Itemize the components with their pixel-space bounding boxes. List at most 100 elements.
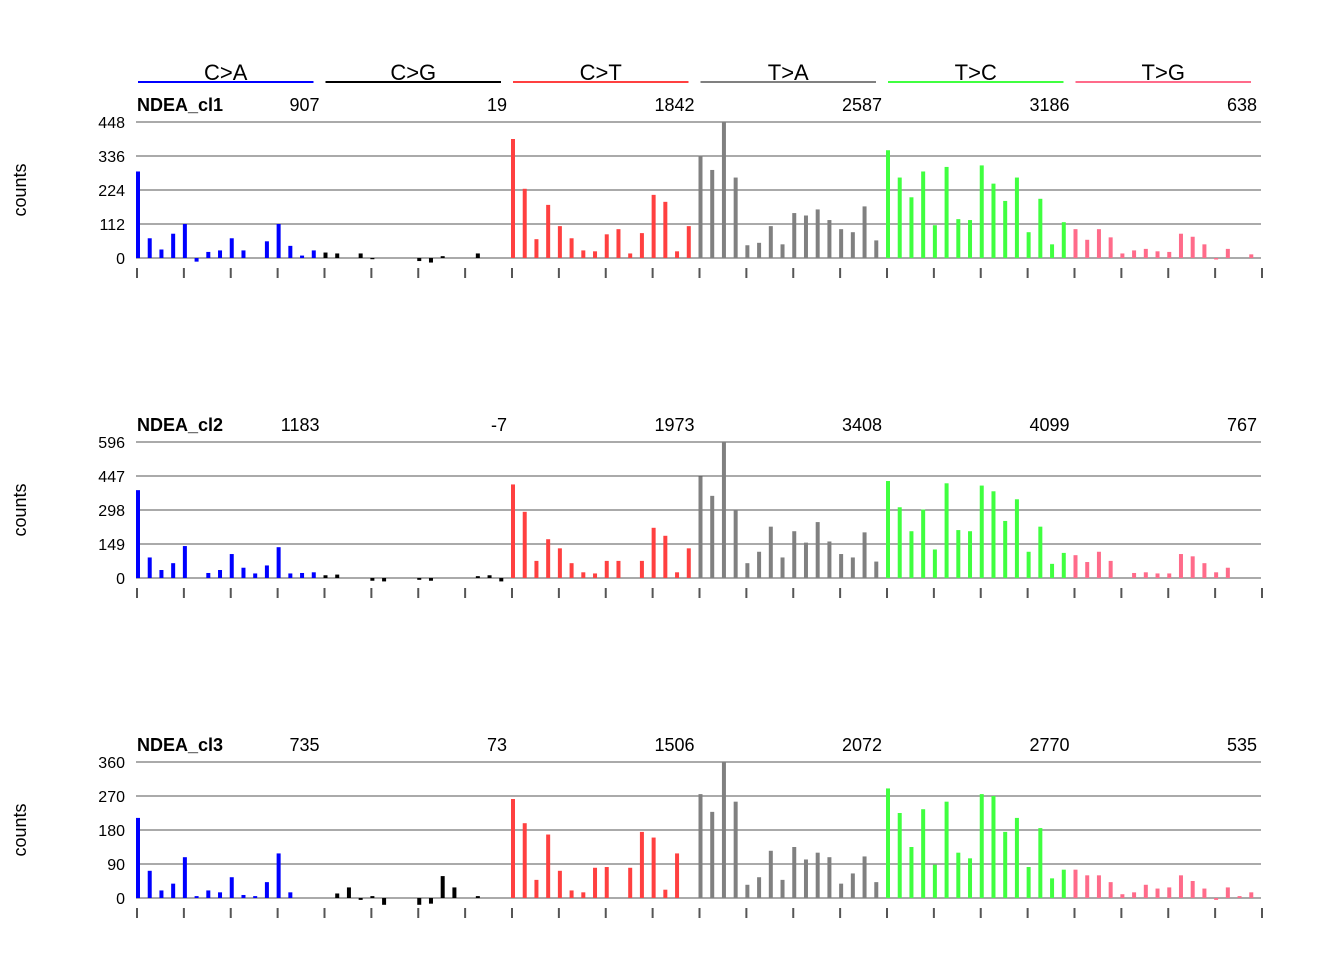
bar-t-to-c: [1014, 499, 1019, 578]
bar-c-to-a: [311, 250, 316, 258]
bar-c-to-t: [546, 834, 551, 898]
bar-t-to-g: [1132, 250, 1137, 258]
bar-t-to-g: [1214, 572, 1219, 578]
chart-panels: 0 112 224 336 448 counts NDEA_cl1 907 19 1842 2587…: [10, 95, 1263, 918]
bar-c-to-a: [264, 241, 269, 258]
bar-c-to-g: [475, 896, 480, 898]
bar-t-to-c: [956, 852, 961, 898]
y-tick-label: 596: [98, 435, 125, 452]
bar-t-to-c: [921, 171, 926, 258]
y-tick-label: 298: [98, 503, 125, 520]
bar-t-to-c: [932, 864, 937, 898]
panel-title: NDEA_cl2: [137, 415, 223, 435]
bar-c-to-t: [663, 201, 668, 258]
bar-c-to-g: [335, 253, 340, 258]
bar-t-to-g: [1143, 248, 1148, 258]
bar-t-to-c: [1050, 878, 1055, 898]
bar-c-to-t: [686, 548, 691, 578]
bar-c-to-t: [581, 250, 586, 258]
bar-t-to-g: [1202, 563, 1207, 578]
bar-c-to-g: [452, 887, 457, 898]
bar-c-to-t: [569, 890, 574, 898]
bar-c-to-g: [358, 253, 363, 258]
bar-c-to-t: [534, 239, 539, 258]
bar-c-to-a: [159, 249, 164, 258]
bar-c-to-t: [628, 867, 633, 898]
bar-t-to-g: [1132, 572, 1137, 578]
panel-title: NDEA_cl1: [137, 95, 223, 115]
bar-c-to-a: [159, 570, 164, 578]
bar-c-to-t: [651, 837, 656, 898]
bar-t-to-a: [803, 859, 808, 898]
bar-c-to-t: [569, 563, 574, 578]
y-axis-label: counts: [10, 163, 30, 216]
bar-c-to-a: [288, 892, 293, 898]
bar-t-to-g: [1085, 875, 1090, 898]
bar-t-to-g: [1073, 555, 1078, 578]
bar-t-to-c: [956, 219, 961, 258]
category-total-t-to-a: 2072: [842, 735, 882, 755]
bar-t-to-g: [1167, 887, 1172, 898]
bar-t-to-g: [1178, 554, 1183, 578]
bar-c-to-a: [194, 258, 199, 262]
bar-t-to-a: [721, 762, 726, 898]
bar-c-to-t: [675, 251, 680, 258]
header-label-c-to-t: C>T: [580, 60, 622, 85]
bar-t-to-c: [991, 796, 996, 898]
header-label-t-to-a: T>A: [768, 60, 809, 85]
bar-c-to-a: [182, 224, 187, 258]
bar-t-to-g: [1155, 251, 1160, 258]
bar-c-to-t: [604, 867, 609, 898]
bar-c-to-a: [229, 238, 234, 258]
bar-c-to-t: [593, 867, 598, 898]
bar-c-to-g: [440, 876, 445, 898]
bar-c-to-t: [593, 573, 598, 578]
bar-c-to-a: [276, 224, 281, 258]
bar-t-to-c: [909, 531, 914, 578]
bar-c-to-t: [557, 548, 562, 578]
bar-t-to-a: [839, 554, 844, 578]
bar-c-to-t: [616, 229, 621, 258]
bar-t-to-a: [862, 532, 867, 578]
bar-t-to-a: [827, 541, 832, 578]
bar-t-to-a: [780, 557, 785, 578]
bar-c-to-a: [206, 251, 211, 258]
bar-t-to-a: [803, 542, 808, 578]
bar-t-to-c: [979, 794, 984, 898]
bar-t-to-c: [1038, 828, 1043, 898]
bar-t-to-a: [850, 232, 855, 258]
bar-c-to-t: [616, 560, 621, 578]
bar-c-to-t: [581, 572, 586, 578]
bar-t-to-g: [1190, 881, 1195, 898]
bar-t-to-a: [792, 213, 797, 258]
header-label-c-to-a: C>A: [204, 60, 248, 85]
bar-c-to-g: [428, 578, 433, 581]
bar-c-to-t: [546, 204, 551, 258]
bar-c-to-a: [147, 870, 152, 898]
bar-c-to-t: [663, 535, 668, 578]
bar-t-to-g: [1085, 562, 1090, 578]
category-total-t-to-c: 3186: [1029, 95, 1069, 115]
bar-t-to-a: [815, 522, 820, 578]
bar-c-to-a: [264, 565, 269, 578]
bar-c-to-a: [218, 570, 223, 578]
bar-c-to-a: [218, 892, 223, 898]
bar-c-to-a: [147, 238, 152, 258]
bar-t-to-c: [991, 183, 996, 259]
bar-t-to-c: [1050, 563, 1055, 578]
bar-c-to-t: [651, 527, 656, 578]
bar-t-to-a: [839, 229, 844, 258]
y-tick-label: 336: [98, 149, 125, 166]
category-total-c-to-t: 1842: [654, 95, 694, 115]
bar-c-to-g: [382, 898, 387, 905]
bar-c-to-a: [253, 573, 258, 578]
bar-t-to-a: [768, 226, 773, 258]
category-total-c-to-a: 907: [289, 95, 319, 115]
bar-t-to-c: [979, 485, 984, 578]
bar-t-to-a: [827, 220, 832, 258]
bar-c-to-a: [218, 250, 223, 258]
bar-c-to-t: [511, 139, 515, 258]
bar-t-to-a: [862, 206, 867, 258]
bar-t-to-c: [1026, 551, 1031, 578]
bar-t-to-a: [874, 240, 879, 258]
